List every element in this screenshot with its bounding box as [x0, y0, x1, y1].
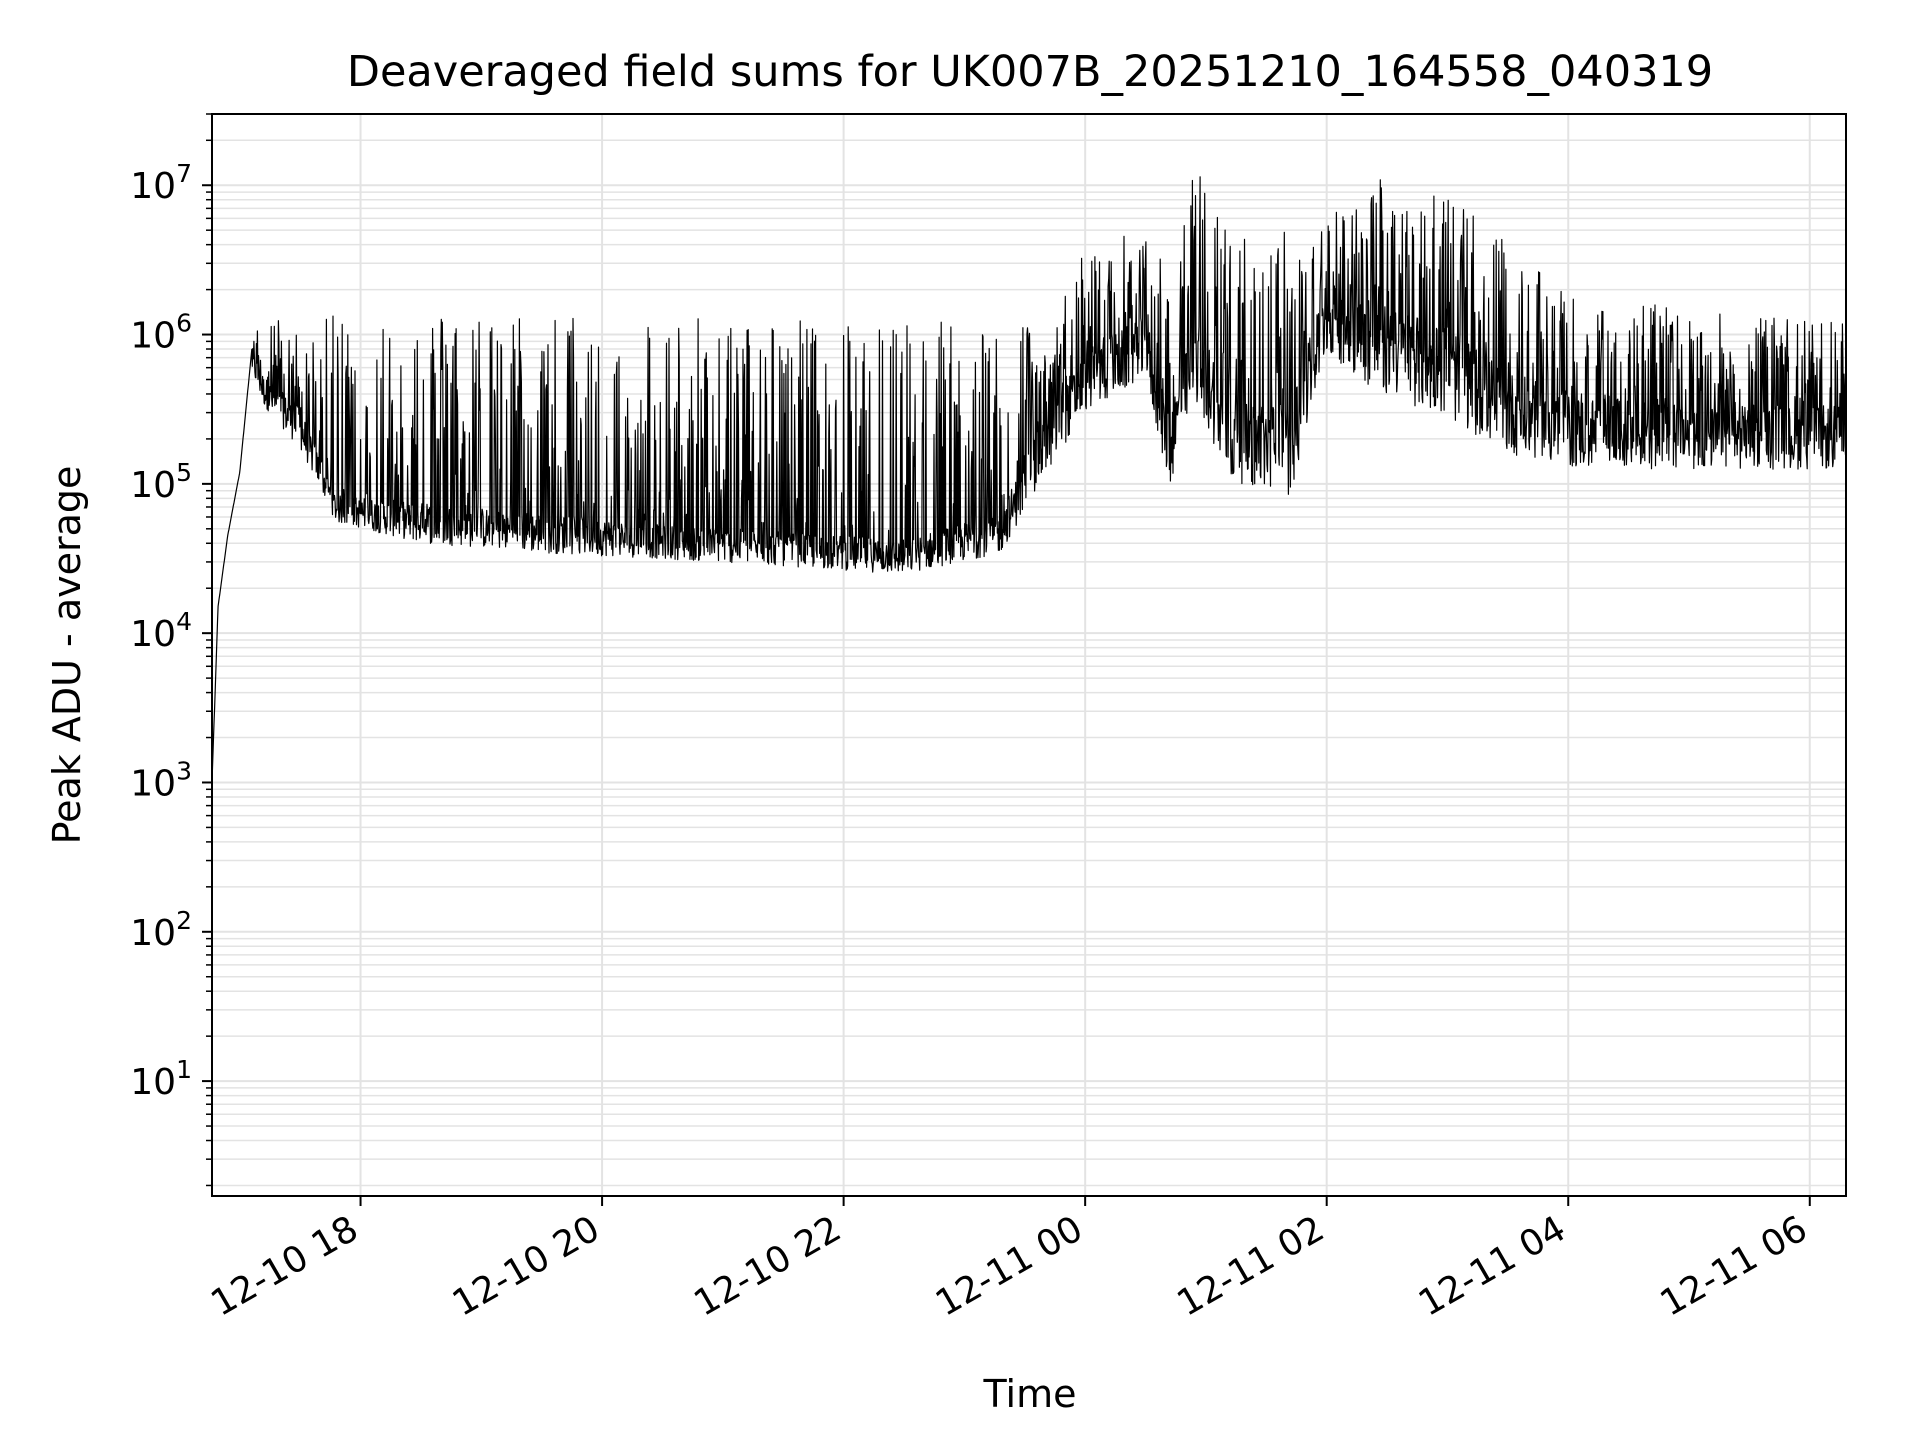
- y-tick-base: 10: [130, 913, 176, 954]
- axis-ticks: [202, 113, 1811, 1206]
- series-line: [211, 176, 1847, 783]
- y-tick-base: 10: [130, 1062, 176, 1103]
- y-tick-exponent: 1: [176, 1055, 192, 1084]
- y-tick-exponent: 3: [176, 756, 192, 785]
- y-tick-base: 10: [130, 763, 176, 804]
- y-tick-exponent: 2: [176, 906, 192, 935]
- y-tick-label: 107: [130, 159, 192, 207]
- y-tick-exponent: 4: [176, 607, 192, 636]
- y-tick-base: 10: [130, 465, 176, 506]
- y-tick-label: 106: [130, 309, 192, 357]
- x-axis-label: Time: [983, 1372, 1077, 1416]
- y-tick-label: 103: [130, 756, 192, 804]
- y-tick-base: 10: [130, 316, 176, 357]
- y-tick-base: 10: [130, 614, 176, 655]
- y-tick-label: 104: [130, 607, 192, 655]
- y-tick-label: 101: [130, 1055, 192, 1103]
- chart-title: Deaveraged field sums for UK007B_2025121…: [347, 47, 1713, 97]
- y-tick-label: 105: [130, 458, 192, 506]
- y-tick-base: 10: [130, 166, 176, 207]
- y-tick-exponent: 7: [176, 159, 192, 188]
- series-line-group: [211, 176, 1847, 783]
- y-axis-label: Peak ADU - average: [45, 466, 89, 845]
- y-tick-exponent: 5: [176, 458, 192, 487]
- plot-area-frame: [211, 113, 1847, 1197]
- y-tick-label: 102: [130, 906, 192, 954]
- y-tick-exponent: 6: [176, 309, 192, 338]
